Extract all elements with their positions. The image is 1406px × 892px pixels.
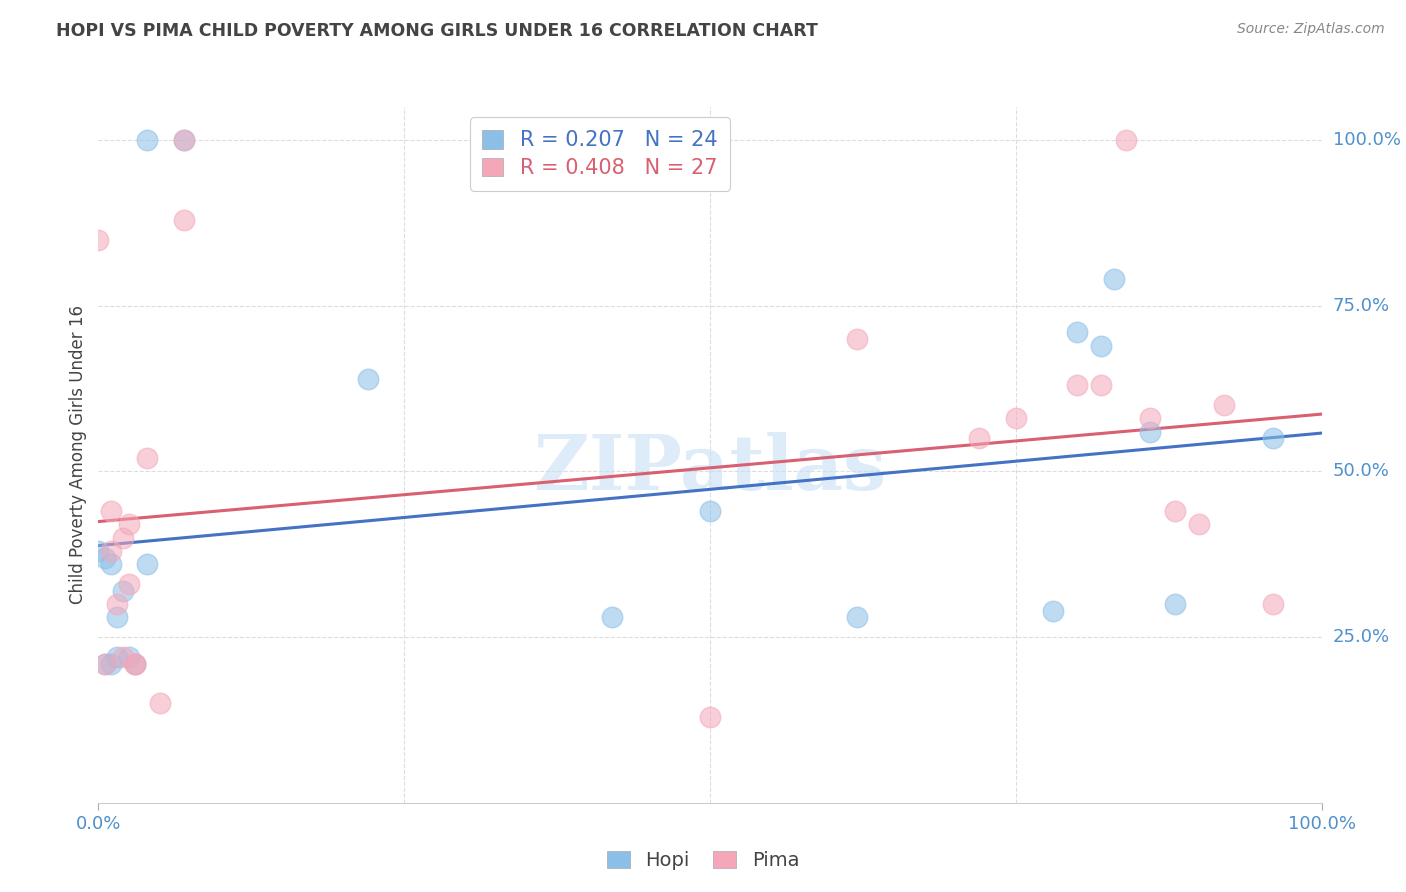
Text: 50.0%: 50.0% bbox=[1333, 462, 1389, 481]
Point bbox=[100, 544, 122, 558]
Point bbox=[845, 332, 868, 346]
Point bbox=[699, 504, 721, 518]
Point bbox=[1212, 398, 1234, 412]
Point bbox=[1164, 597, 1187, 611]
Point bbox=[105, 610, 128, 624]
Point bbox=[100, 504, 122, 518]
Point bbox=[136, 558, 159, 572]
Point bbox=[1090, 338, 1112, 352]
Point bbox=[118, 577, 141, 591]
Point bbox=[1004, 411, 1026, 425]
Point bbox=[967, 431, 990, 445]
Point bbox=[1042, 604, 1064, 618]
Point bbox=[1261, 597, 1284, 611]
Point bbox=[136, 451, 159, 466]
Point bbox=[136, 133, 159, 147]
Point bbox=[111, 583, 134, 598]
Point bbox=[118, 517, 141, 532]
Text: ZIPatlas: ZIPatlas bbox=[533, 432, 887, 506]
Legend: Hopi, Pima: Hopi, Pima bbox=[599, 843, 807, 878]
Text: 25.0%: 25.0% bbox=[1333, 628, 1391, 646]
Point bbox=[100, 558, 122, 572]
Point bbox=[1188, 517, 1211, 532]
Point bbox=[1066, 326, 1088, 340]
Point bbox=[1090, 378, 1112, 392]
Point bbox=[173, 133, 195, 147]
Point bbox=[1261, 431, 1284, 445]
Point bbox=[173, 133, 195, 147]
Point bbox=[87, 233, 110, 247]
Point bbox=[105, 650, 128, 665]
Point bbox=[1139, 425, 1161, 439]
Point bbox=[173, 212, 195, 227]
Point bbox=[111, 650, 134, 665]
Point bbox=[87, 544, 110, 558]
Point bbox=[93, 550, 115, 565]
Legend: R = 0.207   N = 24, R = 0.408   N = 27: R = 0.207 N = 24, R = 0.408 N = 27 bbox=[470, 118, 730, 191]
Point bbox=[124, 657, 146, 671]
Text: 100.0%: 100.0% bbox=[1333, 131, 1400, 149]
Point bbox=[105, 597, 128, 611]
Point bbox=[93, 657, 115, 671]
Point bbox=[600, 610, 623, 624]
Point bbox=[111, 531, 134, 545]
Point bbox=[1164, 504, 1187, 518]
Point bbox=[356, 372, 378, 386]
Point bbox=[124, 657, 146, 671]
Point bbox=[1115, 133, 1137, 147]
Point bbox=[699, 709, 721, 723]
Point bbox=[1139, 411, 1161, 425]
Point bbox=[149, 697, 172, 711]
Text: Source: ZipAtlas.com: Source: ZipAtlas.com bbox=[1237, 22, 1385, 37]
Point bbox=[1066, 378, 1088, 392]
Point bbox=[1102, 272, 1125, 286]
Point bbox=[118, 650, 141, 665]
Text: 75.0%: 75.0% bbox=[1333, 297, 1391, 315]
Text: HOPI VS PIMA CHILD POVERTY AMONG GIRLS UNDER 16 CORRELATION CHART: HOPI VS PIMA CHILD POVERTY AMONG GIRLS U… bbox=[56, 22, 818, 40]
Point bbox=[100, 657, 122, 671]
Point bbox=[124, 657, 146, 671]
Point bbox=[845, 610, 868, 624]
Y-axis label: Child Poverty Among Girls Under 16: Child Poverty Among Girls Under 16 bbox=[69, 305, 87, 605]
Point bbox=[93, 657, 115, 671]
